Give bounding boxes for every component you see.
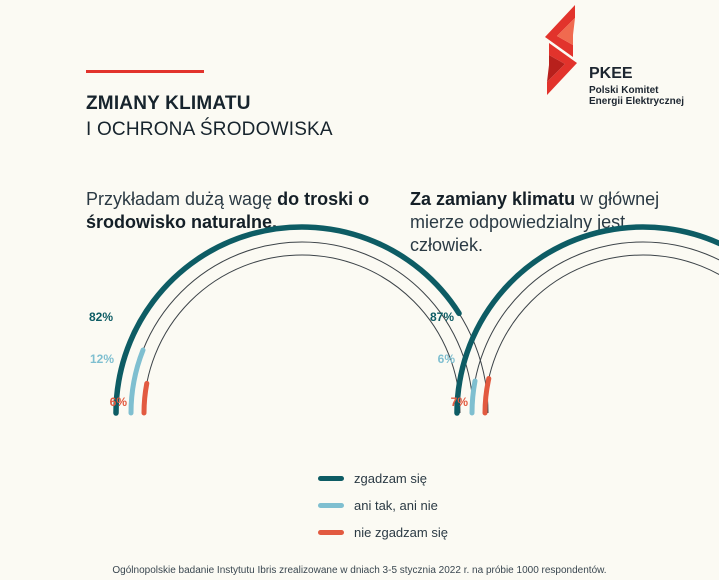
legend: zgadzam się ani tak, ani nie nie zgadzam… xyxy=(318,465,448,546)
question-2-text: w głównej mierze odpowiedzialny jest czł… xyxy=(410,189,660,255)
chart-2-arc-agree xyxy=(454,224,719,416)
page-title: ZMIANY KLIMATU xyxy=(86,93,251,114)
legend-label-agree: zgadzam się xyxy=(354,471,427,486)
logo-name: PKEE xyxy=(589,65,633,82)
chart-1-label-disagree: 6% xyxy=(110,395,128,409)
logo-subtitle: Polski Komitet Energii Elektrycznej xyxy=(589,85,699,107)
legend-swatch-disagree xyxy=(318,530,344,535)
page-subtitle: I OCHRONA ŚRODOWISKA xyxy=(86,119,333,140)
chart-1-guide-arc-3 xyxy=(143,254,461,414)
chart-1-arc-agree xyxy=(113,224,462,416)
chart-1-guide-arc-2 xyxy=(130,241,474,414)
question-1-bold: do troski o środowisko naturalne. xyxy=(86,189,370,232)
chart-1-arc-disagree xyxy=(141,380,150,416)
logo-subtitle-line-1: Polski Komitet xyxy=(589,85,659,96)
chart-2-guide-arc-1 xyxy=(456,226,719,414)
logo-subtitle-line-2: Energii Elektrycznej xyxy=(589,96,685,107)
footnote: Ogólnopolskie badanie Instytutu Ibris zr… xyxy=(112,565,607,576)
chart-2-arc-disagree xyxy=(482,376,492,416)
chart-2-arc-neutral xyxy=(469,378,478,416)
legend-swatch-agree xyxy=(318,476,344,481)
question-1: Przykładam dużą wagę do troski o środowi… xyxy=(86,188,386,234)
legend-item-disagree: nie zgadzam się xyxy=(318,519,448,546)
chart-2-label-neutral: 6% xyxy=(438,352,456,366)
chart-2-label-agree: 87% xyxy=(430,310,454,324)
legend-swatch-neutral xyxy=(318,503,344,508)
chart-1-label-agree: 82% xyxy=(89,310,113,324)
chart-2-label-disagree: 7% xyxy=(451,395,469,409)
chart-1-arc-neutral xyxy=(128,347,146,416)
pkee-logo-icon xyxy=(545,5,577,95)
legend-item-agree: zgadzam się xyxy=(318,465,448,492)
legend-item-neutral: ani tak, ani nie xyxy=(318,492,448,519)
question-1-text: Przykładam dużą wagę xyxy=(86,189,278,209)
question-2-bold: Za zamiany klimatu xyxy=(410,189,576,209)
legend-label-disagree: nie zgadzam się xyxy=(354,525,448,540)
question-2: Za zamiany klimatu w głównej mierze odpo… xyxy=(410,188,700,257)
legend-label-neutral: ani tak, ani nie xyxy=(354,498,438,513)
accent-line xyxy=(86,70,204,73)
chart-1-label-neutral: 12% xyxy=(90,352,114,366)
chart-2-guide-arc-3 xyxy=(484,254,719,414)
chart-2-guide-arc-2 xyxy=(471,241,719,414)
